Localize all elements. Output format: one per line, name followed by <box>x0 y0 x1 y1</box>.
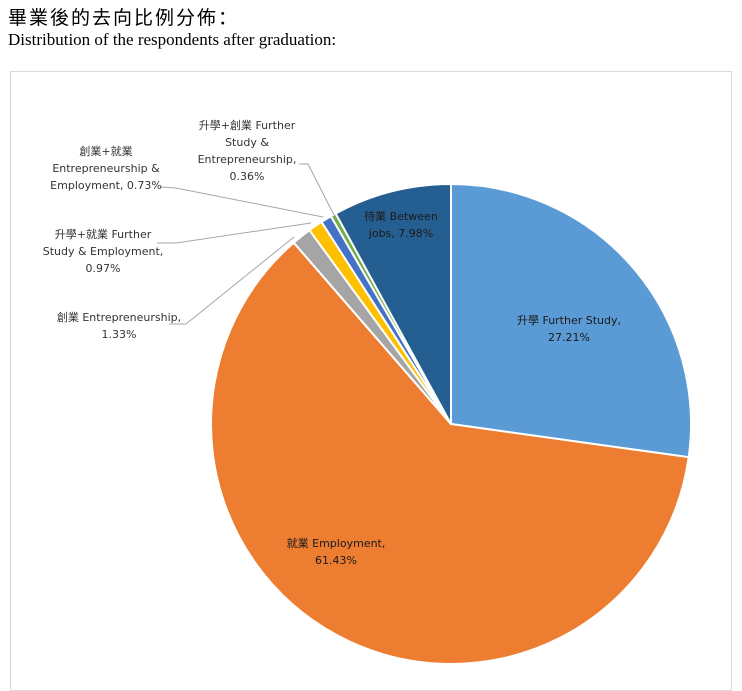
pie-slice <box>210 241 690 665</box>
leader-line <box>169 236 295 325</box>
slice-label-line: Entrepreneurship, <box>198 153 297 166</box>
pie-chart: 升學 Further Study, 27.21% 就業 Employment, 61.… <box>43 118 692 665</box>
slice-label: 創業 Entrepreneurship, 1.33% <box>57 310 181 341</box>
slice-label-line: 待業 Between <box>364 209 438 223</box>
slice-label: 升學+就業 Further Study & Employment, 0.97% <box>43 227 164 275</box>
page-title-en: Distribution of the respondents after gr… <box>8 30 337 49</box>
slice-label: 升學+創業 Further Study & Entrepreneurship, 0.3… <box>198 118 297 183</box>
slice-label-line: 1.33% <box>102 328 137 341</box>
slice-label: 待業 Between jobs, 7.98% <box>364 209 438 240</box>
slice-label-line: 就業 Employment, <box>287 536 386 550</box>
slice-label-line: 創業 Entrepreneurship, <box>57 310 181 324</box>
slice-label-line: Study & Employment, <box>43 245 164 258</box>
slice-label-line: jobs, 7.98% <box>368 227 433 240</box>
slice-label-line: Employment, 0.73% <box>50 179 162 192</box>
slice-label-line: 0.97% <box>86 262 121 275</box>
slice-label-line: 61.43% <box>315 554 357 567</box>
slice-label-line: 升學 Further Study, <box>517 314 621 327</box>
leader-line <box>157 222 312 244</box>
slice-label-line: 創業+就業 <box>79 144 132 158</box>
slice-label-line: Study & <box>225 136 269 149</box>
slice-label-line: 升學+創業 Further <box>199 118 296 132</box>
pie-slice <box>450 182 692 459</box>
slice-label: 升學 Further Study, 27.21% <box>517 314 621 344</box>
slice-label-line: 升學+就業 Further <box>55 227 152 241</box>
chart-area: 升學 Further Study, 27.21% 就業 Employment, 61.… <box>10 71 732 691</box>
slice-label-line: 27.21% <box>548 331 590 344</box>
pie-slice <box>334 182 452 425</box>
leader-line <box>160 186 324 218</box>
page-title-zh: 畢業後的去向比例分佈： <box>8 7 240 29</box>
slice-label: 創業+就業 Entrepreneurship & Employment, 0.73% <box>50 144 162 192</box>
slice-label-line: Entrepreneurship & <box>52 162 160 175</box>
slice-label-line: 0.36% <box>230 170 265 183</box>
leader-line <box>299 163 335 216</box>
slice-label: 就業 Employment, 61.43% <box>287 536 386 567</box>
